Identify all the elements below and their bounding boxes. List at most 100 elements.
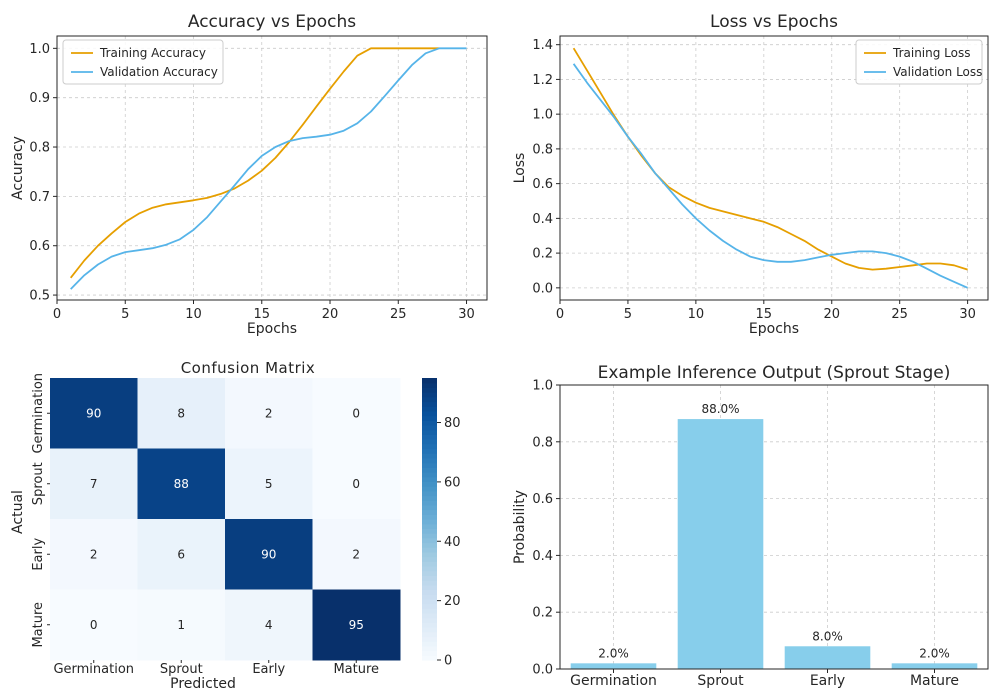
colorbar-segment bbox=[422, 429, 437, 435]
y-tick-label: Sprout bbox=[31, 462, 46, 505]
colorbar-segment bbox=[422, 613, 437, 619]
x-axis-label: Predicted bbox=[170, 676, 236, 692]
colorbar-segment bbox=[422, 584, 437, 591]
x-tick-label: Germination bbox=[570, 673, 657, 689]
colorbar-segment bbox=[422, 655, 437, 661]
x-tick-label: 0 bbox=[556, 307, 564, 322]
plot-frame bbox=[559, 35, 989, 301]
colorbar-segment bbox=[422, 486, 437, 492]
colorbar-segment bbox=[422, 547, 437, 553]
colorbar-segment bbox=[422, 472, 437, 478]
y-tick-label: 0.8 bbox=[532, 142, 553, 157]
x-tick-label: 5 bbox=[624, 307, 632, 322]
bar-data-label: 2.0% bbox=[919, 646, 950, 660]
colorbar-segment bbox=[422, 434, 437, 440]
y-tick-label: 0.2 bbox=[532, 606, 553, 621]
colorbar-segment bbox=[422, 519, 437, 525]
y-tick-label: 0.2 bbox=[532, 247, 553, 262]
colorbar-segment bbox=[422, 537, 437, 544]
x-tick-label: 30 bbox=[458, 307, 475, 322]
colorbar-segment bbox=[422, 523, 437, 529]
y-tick-label: Mature bbox=[31, 602, 46, 648]
chart-title: Loss vs Epochs bbox=[710, 12, 838, 32]
legend-entry: Validation Loss bbox=[893, 65, 982, 79]
colorbar-segment bbox=[422, 467, 437, 473]
colorbar-segment bbox=[422, 641, 437, 647]
heatmap-cell bbox=[50, 589, 138, 661]
colorbar-segment bbox=[422, 382, 437, 388]
legend-box bbox=[855, 39, 983, 85]
x-tick-label: Mature bbox=[910, 673, 959, 689]
heatmap-cell bbox=[50, 448, 138, 520]
bar-sprout bbox=[677, 419, 764, 669]
cell-value: 5 bbox=[265, 477, 273, 491]
colorbar-segment bbox=[422, 514, 437, 520]
y-tick-label: 0.0 bbox=[532, 663, 553, 678]
colorbar-segment bbox=[422, 580, 437, 586]
colorbar-segment bbox=[422, 533, 437, 539]
cell-value: 1 bbox=[177, 618, 185, 632]
colorbar-segment bbox=[422, 631, 437, 638]
y-tick-label: 0.5 bbox=[29, 289, 50, 304]
y-tick-label: 0.0 bbox=[532, 281, 553, 296]
colorbar-segment bbox=[422, 617, 437, 623]
legend-entry: Training Loss bbox=[892, 46, 970, 60]
colorbar-tick-label: 60 bbox=[444, 475, 461, 490]
colorbar-segment bbox=[422, 509, 437, 515]
y-tick-label: 0.6 bbox=[532, 177, 553, 192]
cell-value: 88 bbox=[174, 477, 189, 491]
colorbar-segment bbox=[422, 420, 437, 426]
colorbar-segment bbox=[422, 481, 437, 487]
colorbar-segment bbox=[422, 462, 437, 468]
x-tick-label: 10 bbox=[688, 307, 705, 322]
heatmap-cell bbox=[137, 378, 226, 449]
colorbar-segment bbox=[422, 443, 437, 450]
colorbar-segment bbox=[422, 439, 437, 445]
y-axis-label: Actual bbox=[10, 490, 26, 534]
colorbar-segment bbox=[422, 575, 437, 581]
x-tick-label: 15 bbox=[253, 307, 270, 322]
cell-value: 2 bbox=[352, 547, 360, 561]
heatmap-cell bbox=[137, 589, 226, 661]
colorbar-segment bbox=[422, 415, 437, 421]
heatmap-cell bbox=[50, 519, 138, 590]
colorbar-segment bbox=[422, 551, 437, 558]
x-tick-label: 25 bbox=[891, 307, 908, 322]
y-tick-label: 0.8 bbox=[29, 141, 50, 156]
colorbar-segment bbox=[422, 410, 437, 417]
colorbar-segment bbox=[422, 378, 437, 384]
legend: Training Loss Validation Loss bbox=[855, 39, 983, 85]
colorbar-segment bbox=[422, 504, 437, 511]
colorbar-segment bbox=[422, 542, 437, 548]
x-tick-label: 0 bbox=[53, 307, 61, 322]
bar-germination bbox=[570, 663, 657, 669]
colorbar-segment bbox=[422, 396, 437, 403]
x-tick-label: Germination bbox=[53, 662, 134, 677]
colorbar-tick-label: 0 bbox=[444, 654, 452, 669]
colorbar-segment bbox=[422, 636, 437, 642]
chart-title: Example Inference Output (Sprout Stage) bbox=[598, 363, 951, 383]
series-line-validation-loss bbox=[572, 63, 968, 289]
x-tick-label: Mature bbox=[333, 662, 379, 677]
chart-title: Confusion Matrix bbox=[181, 359, 316, 377]
y-tick-label: 0.6 bbox=[532, 492, 553, 507]
heatmap-cell bbox=[225, 378, 313, 449]
colorbar-tick-label: 80 bbox=[444, 416, 461, 431]
x-tick-label: 10 bbox=[185, 307, 202, 322]
bar-chart: 2.0% 88.0% 8.0% 2.0% Germination Sprout Early M… bbox=[512, 363, 989, 689]
y-axis-label: Loss bbox=[512, 153, 528, 184]
x-tick-label: 30 bbox=[959, 307, 976, 322]
x-tick-label: Early bbox=[810, 673, 845, 689]
y-tick-label: 0.6 bbox=[29, 239, 50, 254]
colorbar-segment bbox=[422, 589, 437, 595]
colorbar-segment bbox=[422, 598, 437, 605]
colorbar-segment bbox=[422, 650, 437, 656]
legend-box bbox=[62, 39, 224, 85]
line-chart-1: 0 5 10 15 20 25 30 0.5 0.6 0.7 0.8 0.9 1.0 Accuracy v… bbox=[10, 12, 488, 337]
x-tick-label: Sprout bbox=[160, 662, 203, 677]
y-tick-label: Early bbox=[31, 538, 46, 571]
cell-value: 90 bbox=[261, 547, 276, 561]
bar-mature bbox=[891, 663, 978, 669]
heatmap-cell bbox=[225, 589, 313, 661]
